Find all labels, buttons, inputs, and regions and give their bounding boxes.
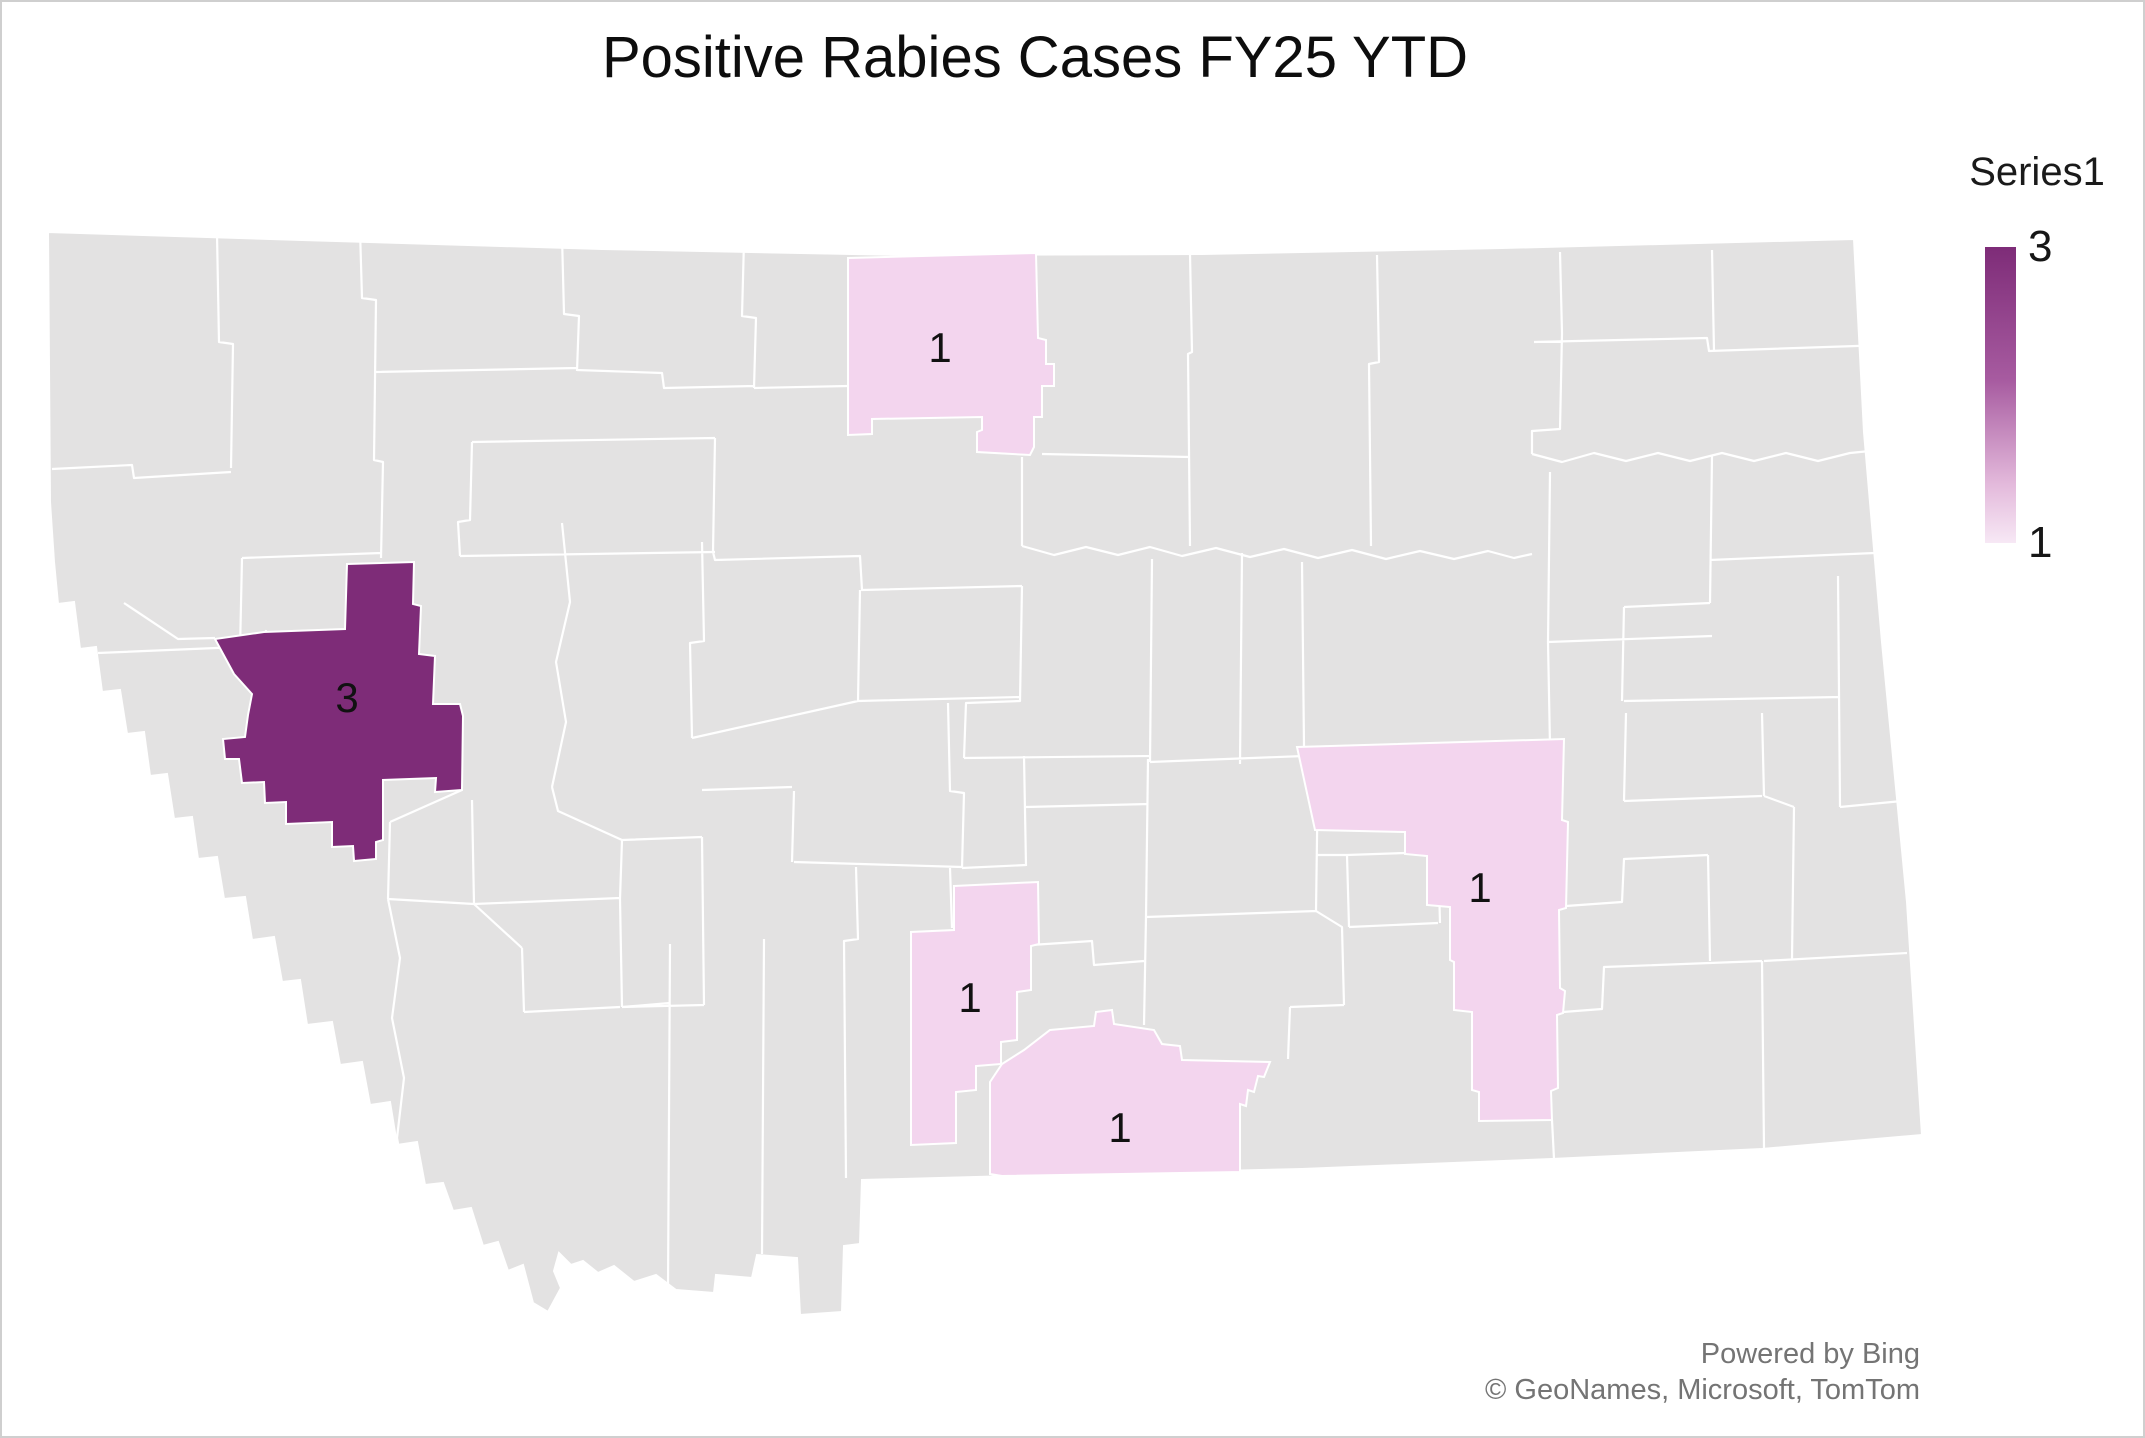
county-region-east-central-value1[interactable]: [1295, 737, 1570, 1123]
attribution-powered-by: Powered by Bing: [1700, 1338, 1920, 1370]
county-boundaries: [51, 229, 1908, 1289]
county-region-south-border-value1[interactable]: [989, 1008, 1272, 1178]
data-label-south-border: 1: [1108, 1104, 1131, 1151]
county-region-north-central-value1[interactable]: [847, 251, 1055, 457]
county-region-west-value3[interactable]: [213, 560, 465, 863]
legend-gradient-bar: [1985, 247, 2016, 543]
attribution-copyright: © GeoNames, Microsoft, TomTom: [1485, 1374, 1920, 1406]
data-label-south-central: 1: [958, 974, 981, 1021]
legend-max-label: 3: [2028, 222, 2053, 271]
map-attribution: Powered by Bing © GeoNames, Microsoft, T…: [1485, 1336, 1920, 1408]
state-outline: [46, 230, 1924, 1317]
data-label-west: 3: [335, 674, 358, 721]
legend: Series1 3 1: [1952, 150, 2142, 590]
data-label-north-central: 1: [928, 324, 951, 371]
legend-title: Series1: [1969, 150, 2105, 194]
data-label-east-central: 1: [1468, 864, 1491, 911]
legend-min-label: 1: [2028, 518, 2053, 567]
page-title: Positive Rabies Cases FY25 YTD: [601, 25, 1469, 90]
